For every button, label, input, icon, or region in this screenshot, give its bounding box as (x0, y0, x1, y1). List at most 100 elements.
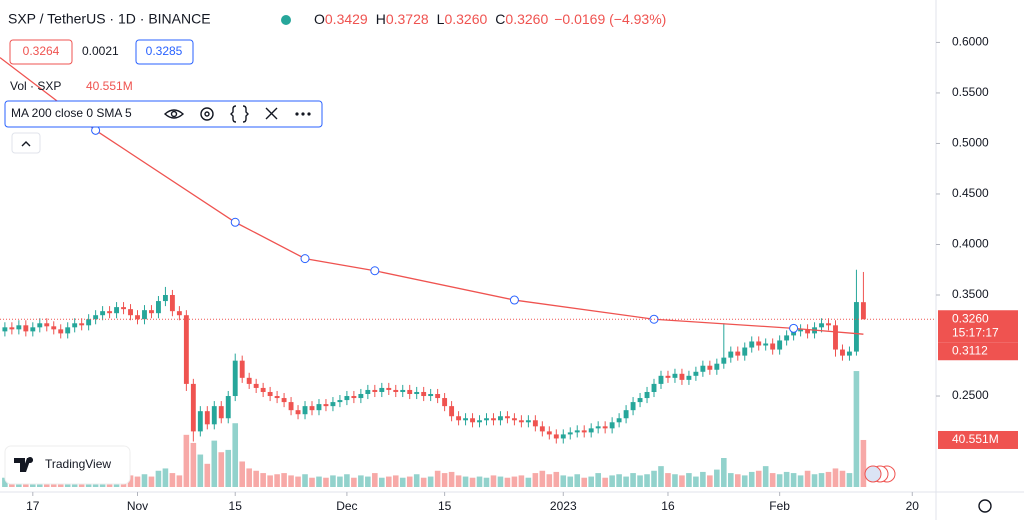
y-tick-label: 0.2500 (952, 388, 989, 402)
ma-point (300, 254, 310, 264)
candle-body (742, 347, 748, 356)
volume-bar (748, 471, 755, 487)
volume-bar (602, 477, 608, 487)
volume-bar (511, 476, 518, 487)
volume-bar (483, 477, 490, 487)
bid-price[interactable]: 0.3264 (23, 44, 60, 58)
candle-body (428, 394, 434, 397)
candle-body (840, 349, 845, 356)
event-flag[interactable] (864, 465, 882, 483)
volume-bar (211, 440, 218, 487)
candle-body (616, 418, 622, 423)
volume-bar (728, 473, 734, 487)
candle-body (407, 389, 413, 395)
sell-button[interactable] (9, 39, 73, 65)
volume-bar (134, 476, 141, 487)
volume-bar (490, 475, 497, 487)
volume-bar (553, 471, 560, 487)
candle-body (567, 432, 573, 435)
volume-bar (288, 475, 294, 487)
candle-body (288, 402, 294, 411)
x-tick-label: 20 (906, 499, 920, 513)
volume-bar (323, 477, 329, 487)
candle-body (470, 418, 475, 423)
settings-center (204, 111, 210, 117)
countdown-label: 15:17:17 (952, 325, 999, 339)
candle-body (860, 302, 866, 320)
volume-bar (379, 477, 385, 487)
volume-bar (825, 471, 832, 487)
candle-body (93, 315, 99, 320)
ask-price[interactable]: 0.3285 (146, 44, 183, 58)
volume-bar (344, 474, 350, 487)
candle-body (728, 351, 734, 358)
event-flags[interactable] (864, 465, 896, 483)
collapse-button[interactable] (11, 132, 41, 154)
volume-bar (239, 461, 245, 487)
volume-bar (714, 469, 720, 487)
remove-icon[interactable] (265, 107, 278, 120)
volume-bar (679, 475, 685, 487)
candle-body (700, 365, 706, 372)
candle-body (449, 406, 455, 417)
x-tick-label: 15 (229, 499, 243, 513)
candle-body (295, 410, 301, 415)
volume-bar (741, 475, 748, 487)
candle-body (176, 311, 182, 316)
y-tick-label: 0.3500 (952, 287, 989, 301)
candle-body (372, 389, 378, 392)
candle-body (218, 406, 224, 419)
y-tick-label: 0.5000 (952, 136, 989, 150)
candle-body (86, 319, 92, 326)
more-icon[interactable] (295, 112, 311, 116)
branding-box[interactable] (4, 445, 131, 485)
candle-body (553, 434, 559, 439)
candle-body (365, 389, 371, 395)
settings-icon[interactable] (200, 107, 214, 121)
candle-body (847, 351, 852, 356)
candle-body (805, 329, 811, 334)
volume-bar (267, 475, 273, 487)
volume-bar (365, 476, 371, 487)
candle-body (183, 315, 189, 384)
ohlc-value: 0.3728 (386, 11, 429, 27)
candle-body (267, 391, 273, 397)
candle-body (791, 331, 797, 336)
market-status[interactable] (281, 15, 291, 25)
eye-icon[interactable] (163, 109, 185, 119)
volume-label: 40.551M (952, 432, 999, 446)
buy-button[interactable] (135, 39, 194, 65)
volume-bar (218, 452, 225, 487)
ma-price-tag (938, 342, 1018, 361)
candle-body (442, 398, 448, 407)
candle-body (463, 418, 468, 421)
settings-gear[interactable] (978, 499, 992, 513)
volume-bar (392, 475, 399, 487)
volume-bar (804, 470, 811, 487)
ohlc-key: O (314, 11, 325, 27)
x-tick-label: Nov (127, 499, 148, 513)
source-icon[interactable] (230, 105, 249, 123)
candle-body (770, 343, 776, 350)
volume-tag (938, 430, 1018, 449)
candle-body (211, 406, 217, 425)
ohlc-value: 0.3429 (325, 11, 368, 27)
indicator-legend-box[interactable] (4, 100, 323, 128)
candle-body (609, 422, 615, 429)
volume-bar (637, 475, 643, 487)
ohlc-values: O0.3429 H0.3728 L0.3260 C0.3260 −0.0169 (−4.… (314, 11, 666, 27)
volume-bar (176, 475, 183, 487)
y-tick-label: 0.5500 (952, 85, 989, 99)
volume-bar (832, 468, 839, 487)
candle-body (337, 400, 343, 403)
volume-bar (420, 477, 427, 487)
symbol-title[interactable]: SXP / TetherUS · 1D · BINANCE (8, 11, 211, 27)
volume-bar (372, 473, 378, 487)
volume-bar (434, 470, 441, 487)
candle-body (651, 383, 657, 392)
indicator-legend[interactable]: MA 200 close 0 SMA 5 (11, 106, 132, 120)
volume-bar (225, 449, 232, 487)
ma-point (370, 266, 380, 276)
x-tick-label: Feb (769, 499, 790, 513)
